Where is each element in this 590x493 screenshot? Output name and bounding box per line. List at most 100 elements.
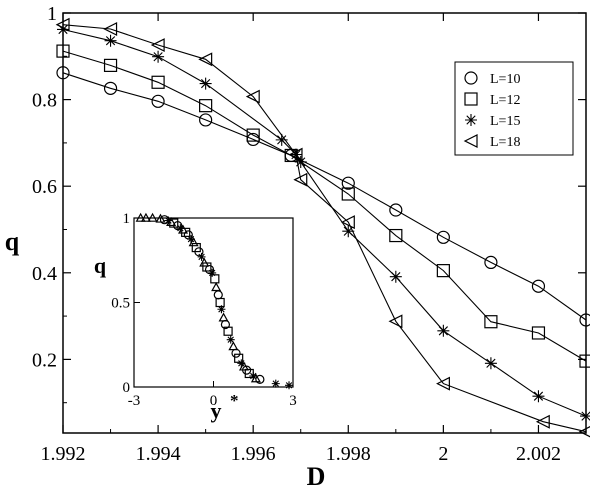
data-point-L=12 (389, 228, 403, 243)
data-point-L=10 (389, 203, 403, 217)
legend-label: L=12 (490, 93, 520, 108)
inset-data-point (176, 224, 185, 233)
inset-data-point (220, 319, 231, 330)
data-point-L=15 (532, 390, 545, 403)
data-point-L=15 (104, 34, 117, 47)
data-point-L=12 (531, 326, 546, 340)
fit-curve-L=12 (62, 50, 587, 362)
data-point-L=10 (103, 81, 118, 95)
data-point-L=10 (579, 313, 590, 327)
data-point-L=15 (152, 50, 165, 63)
inset-data-point (204, 264, 215, 275)
main-x-axis-title: D (307, 462, 326, 491)
inset-data-point (217, 305, 226, 314)
data-point-L=15 (389, 270, 402, 283)
inset-x-tick-label: 3 (289, 393, 297, 409)
inset-axis-ticks: -3 0 300.51 (111, 211, 297, 409)
data-point-L=15 (275, 133, 288, 146)
data-point-L=10 (436, 230, 450, 244)
inset-data-point (208, 268, 217, 277)
inset-data-point (249, 372, 258, 381)
data-point-L=12 (436, 264, 450, 278)
inset-data-point (271, 379, 280, 388)
data-point-L=18 (436, 376, 450, 391)
inset-data-point (155, 213, 166, 223)
data-point-L=18 (103, 22, 118, 36)
data-point-L=18 (245, 89, 260, 104)
inset-data-point (250, 373, 261, 383)
inset-data-point (215, 297, 225, 308)
x-tick-label: 1.992 (41, 443, 86, 465)
data-point-L=18 (293, 172, 308, 187)
legend-marker-L=18 (463, 134, 478, 148)
inset-data-point (178, 224, 189, 234)
y-tick-label: 0.2 (32, 349, 57, 371)
data-point-L=15 (294, 155, 307, 168)
data-point-L=18 (535, 414, 550, 429)
main-y-axis-title: q (5, 227, 20, 256)
legend-label: L=15 (490, 114, 520, 129)
data-point-L=10 (531, 279, 546, 293)
data-point-L=15 (199, 77, 212, 90)
inset-data-points (135, 212, 294, 390)
x-tick-label: 1.994 (136, 443, 181, 465)
data-point-L=15 (289, 148, 302, 161)
data-point-L=12 (341, 187, 355, 201)
inset-data-point (211, 282, 222, 292)
main-axis-ticks: 1.992 1.994 1.996 1.998 2 2.002 0.2 0.4 0.6 0.8 1 (32, 3, 586, 465)
fit-curve-L=18 (62, 24, 587, 433)
x-tick-label: 2 (438, 443, 448, 465)
data-point-L=18 (150, 38, 165, 53)
inset-y-axis-title: q (94, 253, 107, 278)
inset-data-point (188, 237, 199, 247)
inset-data-point (237, 359, 246, 368)
inset-data-point (285, 381, 294, 390)
data-point-L=18 (340, 215, 355, 230)
inset-data-point (173, 221, 183, 231)
data-point-L=12 (579, 354, 590, 368)
data-point-L=12 (484, 315, 498, 329)
data-point-L=12 (151, 75, 165, 89)
y-tick-label: 1 (47, 3, 57, 25)
inset-y-tick-label: 1 (123, 211, 131, 227)
inset-data-point (231, 348, 241, 358)
inset-plot-frame (133, 217, 294, 388)
data-point-L=10 (484, 255, 498, 270)
inset-data-point (202, 262, 212, 272)
legend-label: L=18 (490, 135, 520, 150)
data-point-L=15 (57, 23, 69, 36)
inset-y-tick-label: 0 (123, 380, 131, 396)
main-data-points (55, 17, 590, 438)
x-tick-label: 2.002 (516, 443, 561, 465)
data-point-L=18 (388, 314, 403, 329)
inset-data-point (194, 247, 204, 257)
inset-data-point (199, 257, 210, 267)
inset-data-point (166, 216, 177, 227)
inset-data-point (226, 335, 235, 344)
data-point-L=10 (199, 113, 213, 127)
x-tick-label: 1.998 (326, 443, 371, 465)
legend-marker-L=12 (464, 92, 478, 106)
data-point-L=10 (56, 66, 70, 80)
data-point-L=18 (578, 426, 590, 438)
legend: L=10 L=12 L=15 L=18 (454, 61, 574, 156)
data-point-L=15 (437, 324, 450, 337)
inset-data-point (234, 353, 244, 363)
inset-data-point (147, 212, 158, 222)
inset-data-point (181, 227, 191, 237)
inset-y-tick-label: 0.5 (111, 296, 130, 312)
inset-data-point (255, 374, 265, 384)
data-point-L=10 (151, 94, 165, 108)
inset-data-point (164, 216, 173, 225)
data-point-L=15 (484, 357, 497, 370)
data-point-L=18 (198, 52, 213, 67)
data-point-L=15 (580, 410, 590, 423)
data-point-L=12 (56, 44, 70, 58)
inset-data-point (242, 365, 252, 375)
inset-data-point (186, 235, 195, 244)
legend-box (454, 61, 574, 156)
x-tick-label: 1.996 (231, 443, 276, 465)
inset-data-point (140, 212, 151, 222)
inset-data-point (223, 326, 233, 336)
